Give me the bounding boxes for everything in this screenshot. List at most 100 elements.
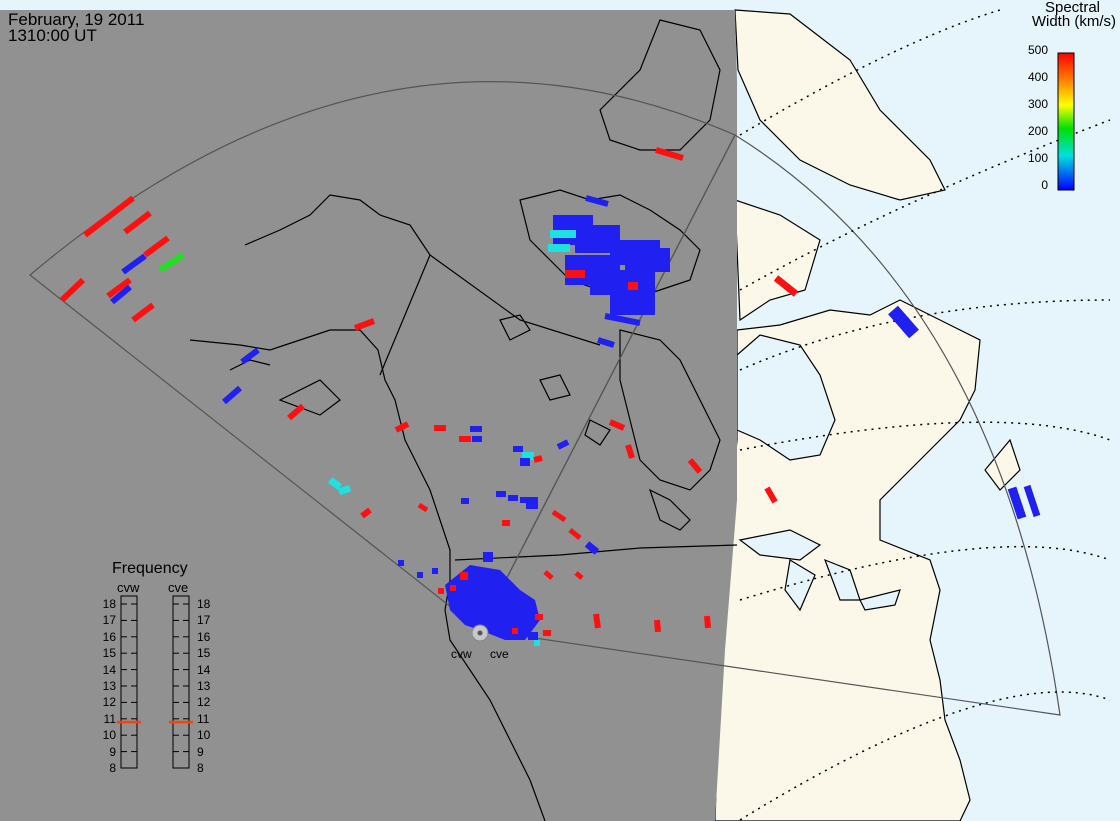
- scatter-cell: [625, 248, 670, 272]
- scatter-cell: [121, 253, 147, 275]
- scatter-cell: [470, 426, 482, 432]
- freq-column-cve: [172, 595, 190, 769]
- great-lakes: [738, 529, 901, 612]
- radar-site-label-cvw: cvw: [451, 647, 472, 661]
- scatter-cell: [508, 495, 518, 501]
- frequency-title: Frequency: [112, 560, 188, 577]
- scatter-cell: [888, 305, 919, 339]
- colorbar-tick: 100: [1027, 151, 1048, 165]
- scatter-cell: [502, 520, 510, 526]
- scatter-cell: [625, 444, 635, 459]
- scatter-cell: [483, 552, 493, 562]
- scatter-cell: [287, 403, 305, 421]
- scatter-cell: [584, 541, 600, 555]
- scatter-cell: [496, 491, 506, 497]
- colorbar-tick: 0: [1041, 178, 1048, 192]
- scatter-cell: [327, 477, 343, 490]
- scatter-cell: [472, 436, 482, 442]
- scatter-cell: [590, 265, 620, 295]
- freq-level-label: 14: [102, 662, 116, 677]
- scatter-cell: [445, 565, 540, 640]
- scatter-cell: [597, 337, 615, 348]
- hudson-bay: [736, 334, 836, 461]
- scatter-cell: [593, 613, 601, 629]
- freq-level-label: 14: [197, 662, 211, 677]
- scatter-cell: [551, 509, 567, 523]
- time-label: 1310:00 UT: [8, 26, 97, 45]
- freq-level-label: 17: [102, 613, 116, 628]
- scatter-cell: [628, 282, 638, 290]
- scatter-cell: [353, 318, 376, 331]
- scatter-cell: [764, 486, 778, 504]
- scatter-cell: [773, 275, 799, 297]
- boundaries: [379, 254, 738, 561]
- scatter-cell: [654, 619, 661, 633]
- freq-level-label: 13: [197, 679, 211, 693]
- scatter-cell: [528, 632, 538, 640]
- scatter-cell: [106, 277, 132, 299]
- scatter-cell: [513, 446, 523, 452]
- freq-level-label: 15: [197, 646, 211, 661]
- scatter-cell: [704, 615, 711, 629]
- freq-level-label: 9: [109, 744, 116, 759]
- freq-level-label: 17: [197, 613, 211, 628]
- scatter-cell: [543, 570, 554, 580]
- freq-level-label: 9: [197, 744, 204, 759]
- scatter-cell: [360, 507, 372, 519]
- frequency-columns: [120, 595, 190, 769]
- scatter-cell: [548, 244, 570, 252]
- frequency-ticks: [121, 603, 189, 769]
- scatter-cell: [533, 455, 543, 463]
- scatter-cell: [526, 503, 538, 509]
- freq-level-label: 11: [103, 711, 116, 726]
- freq-level-label: 13: [102, 679, 116, 693]
- scatter-cell: [556, 439, 570, 450]
- night-coastlines: [189, 19, 721, 821]
- scatter-cell: [131, 302, 155, 323]
- scatter-cell: [1023, 484, 1041, 518]
- freq-level-label: 16: [197, 629, 211, 644]
- fov-outlines: [29, 81, 1061, 716]
- freq-column-cvw: [120, 595, 138, 769]
- freq-level-label: 10: [102, 728, 116, 743]
- scatter-cell: [520, 458, 530, 466]
- scatter-cell: [417, 502, 429, 513]
- date-label: February, 19 2011: [8, 10, 145, 29]
- scatter-cell: [337, 484, 352, 496]
- scatter-cell: [687, 458, 703, 474]
- scatter-cell: [574, 571, 584, 580]
- freq-level-label: 8: [197, 761, 204, 775]
- scatter-cell: [123, 210, 152, 235]
- scatter-cell: [59, 277, 86, 303]
- freq-radar-label-cvw: cvw: [117, 580, 140, 595]
- freq-level-label: 16: [102, 629, 116, 644]
- latitude-circles: [739, 9, 1111, 821]
- freq-level-label: 18: [197, 597, 211, 611]
- scatter-cell: [222, 385, 242, 405]
- freq-level-label: 15: [102, 646, 116, 661]
- scatter-cell: [1007, 486, 1027, 520]
- colorbar-tick: 200: [1027, 124, 1048, 138]
- scatter-cell: [490, 572, 500, 590]
- colorbar-tick: 400: [1027, 70, 1048, 84]
- freq-radar-label-cve: cve: [168, 580, 189, 595]
- freq-level-label: 18: [102, 597, 116, 611]
- scatter-cell: [110, 284, 132, 305]
- scatter-cell: [535, 614, 543, 620]
- scatter-cell: [520, 497, 538, 503]
- freq-level-label: 12: [102, 695, 116, 710]
- radar-scatter: [59, 147, 1041, 646]
- scatter-cell: [655, 147, 684, 161]
- scatter-cell: [432, 568, 438, 574]
- colorbar-tick: 300: [1027, 97, 1048, 111]
- radar-site-label-cve: cve: [490, 647, 509, 661]
- freq-level-label: 12: [197, 695, 211, 710]
- scatter-cell: [608, 419, 626, 431]
- scatter-cell: [450, 585, 456, 591]
- colorbar-title-line1: Spectral: [1044, 0, 1100, 16]
- scatter-cell: [550, 230, 576, 238]
- scatter-cell: [461, 498, 469, 504]
- colorbar-title-line2: Width (km/s): [1031, 13, 1116, 30]
- scatter-cell: [565, 270, 585, 278]
